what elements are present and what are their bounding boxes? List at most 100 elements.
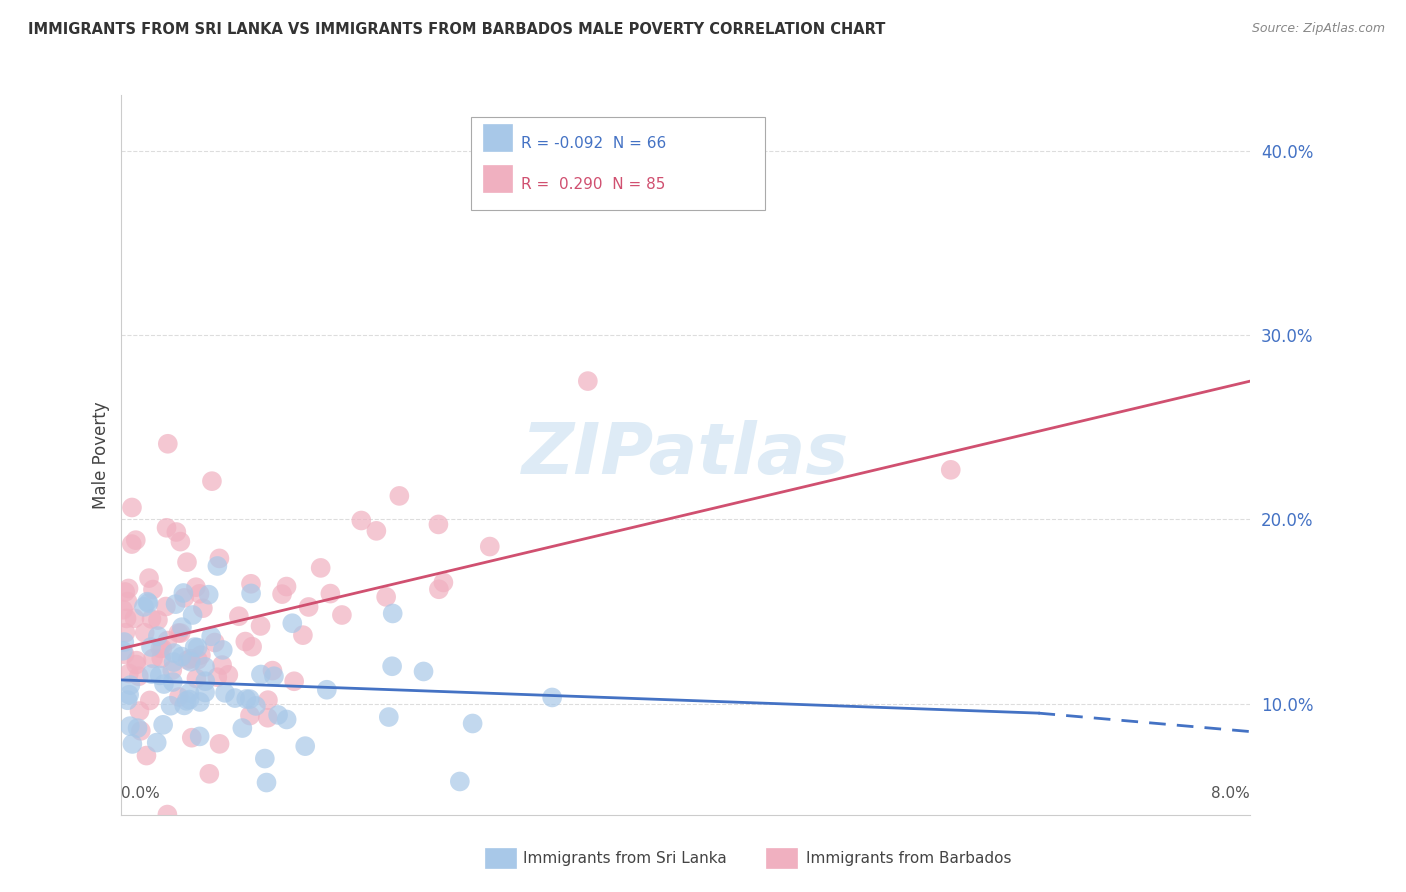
Point [263,669,285,683]
Point [163,646,186,660]
Point [180,655,202,669]
Point [378,710,401,724]
Point [188,730,211,744]
Point [114,585,136,599]
Point [152,718,174,732]
Point [128,669,150,683]
Point [165,597,187,611]
Text: 8.0%: 8.0% [1212,786,1250,801]
Point [249,619,271,633]
Point [194,674,217,689]
Point [120,678,142,692]
Point [184,580,207,594]
Point [188,695,211,709]
Point [427,517,450,532]
Point [194,685,217,699]
Point [125,654,148,668]
Text: IMMIGRANTS FROM SRI LANKA VS IMMIGRANTS FROM BARBADOS MALE POVERTY CORRELATION C: IMMIGRANTS FROM SRI LANKA VS IMMIGRANTS … [28,22,886,37]
Point [187,653,209,667]
Point [141,612,163,626]
Text: 0.0%: 0.0% [121,786,160,801]
Point [257,693,280,707]
Point [118,719,141,733]
Point [240,586,263,600]
Text: ZIPatlas: ZIPatlas [522,420,849,490]
Point [381,607,404,621]
Point [250,667,273,681]
Point [112,635,135,649]
Point [197,588,219,602]
Point [169,626,191,640]
Text: R =  0.290  N = 85: R = 0.290 N = 85 [522,177,665,192]
Point [211,643,233,657]
Point [117,693,139,707]
Point [576,374,599,388]
Point [111,644,134,658]
Point [239,692,262,706]
Point [240,576,263,591]
Point [204,635,226,649]
Point [138,596,160,610]
Point [173,591,195,605]
Point [121,500,143,515]
Point [150,641,173,656]
Point [180,731,202,745]
Point [381,659,404,673]
Point [176,555,198,569]
Point [228,609,250,624]
Point [214,686,236,700]
Point [162,675,184,690]
Point [156,807,179,822]
Point [271,587,294,601]
Text: Immigrants from Sri Lanka: Immigrants from Sri Lanka [523,851,727,865]
Point [127,721,149,735]
Point [449,774,471,789]
Point [187,640,209,655]
Point [121,537,143,551]
Point [149,641,172,656]
Point [412,665,434,679]
Point [315,682,337,697]
Point [939,463,962,477]
Point [114,648,136,662]
Point [427,582,450,597]
Point [169,534,191,549]
Point [180,651,202,665]
Text: Immigrants from Barbados: Immigrants from Barbados [806,851,1011,865]
Point [149,668,172,682]
Point [118,688,141,702]
Point [366,524,388,538]
Point [114,625,136,640]
Point [167,690,190,704]
Point [461,716,484,731]
Point [224,691,246,706]
Point [129,723,152,738]
Point [141,667,163,681]
Point [156,437,179,451]
Point [191,601,214,615]
Point [132,599,155,614]
Point [155,599,177,614]
Point [208,737,231,751]
Point [128,704,150,718]
Point [155,521,177,535]
Point [173,698,195,713]
Point [240,640,263,654]
Point [117,594,139,608]
Point [309,561,332,575]
Point [291,628,314,642]
Point [139,693,162,707]
Point [176,694,198,708]
Point [134,625,156,640]
Point [135,748,157,763]
Point [172,586,194,600]
Point [179,692,201,706]
Point [256,711,278,725]
Point [181,607,204,622]
Point [162,663,184,677]
Point [125,657,148,672]
Point [179,686,201,700]
Point [139,640,162,654]
Point [235,692,257,706]
Point [200,629,222,643]
